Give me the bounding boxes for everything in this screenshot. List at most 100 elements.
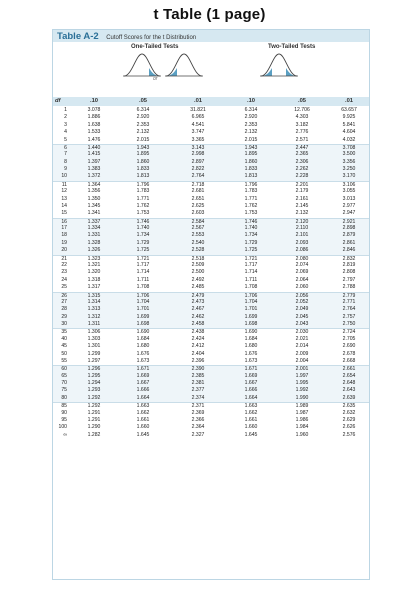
value-cell: 2.977: [342, 202, 356, 209]
header-two-tail-10: .10: [246, 98, 256, 104]
value-cell: 1.989: [295, 403, 309, 410]
value-cell: 31.821: [190, 107, 206, 113]
value-cell: 1.664: [244, 394, 258, 401]
value-cell: 2.064: [295, 276, 309, 283]
df-cell: 15: [61, 210, 67, 217]
table-row: 60 1.296 1.671 2.390 1.671 2.001 2.661: [53, 365, 369, 373]
value-cell: 2.661: [342, 366, 356, 373]
value-cell: 1.301: [87, 343, 101, 350]
value-cell: 1.663: [244, 403, 258, 410]
df-cell: 22: [61, 261, 67, 268]
value-cell: 1.297: [87, 357, 101, 364]
value-cell: 2.080: [295, 255, 309, 262]
value-cell: 2.632: [342, 409, 356, 416]
value-cell: 1.660: [136, 424, 150, 431]
value-cell: 1.698: [136, 321, 150, 328]
table-row: 1 3.078 6.314 31.821 6.314 12.706 63.657: [53, 107, 369, 114]
table-row: 35 1.306 1.690 2.438 1.690 2.030 2.724: [53, 328, 369, 335]
value-cell: 2.101: [295, 232, 309, 239]
value-cell: 3.013: [342, 195, 356, 202]
value-cell: 1.661: [136, 416, 150, 423]
table-row: 29 1.312 1.699 2.462 1.699 2.045 2.757: [53, 313, 369, 321]
value-cell: 3.182: [295, 121, 309, 128]
value-cell: 2.132: [136, 129, 150, 136]
table-row: 9 1.383 1.833 2.822 1.833 2.262 3.250: [53, 166, 369, 174]
value-cell: 1.294: [87, 380, 101, 387]
value-cell: 1.729: [244, 239, 258, 246]
value-cell: 2.371: [191, 403, 205, 410]
value-cell: 1.676: [136, 350, 150, 357]
value-cell: 1.943: [244, 144, 258, 151]
value-cell: 1.364: [87, 181, 101, 188]
value-cell: 1.293: [87, 387, 101, 394]
value-cell: 1.734: [244, 232, 258, 239]
value-cell: 2.771: [342, 298, 356, 305]
table-row: 20 1.326 1.725 2.528 1.725 2.086 2.846: [53, 247, 369, 255]
table-row: 19 1.328 1.729 2.540 1.729 2.093 2.861: [53, 239, 369, 248]
value-cell: 1.711: [136, 276, 150, 283]
header-one-tail-01: .01: [193, 98, 203, 104]
left-tail-distribution-icon: [165, 53, 203, 77]
value-cell: 1.753: [136, 210, 150, 217]
value-cell: 1.960: [295, 431, 309, 438]
value-cell: 1.317: [87, 284, 101, 291]
value-cell: 1.708: [136, 284, 150, 291]
df-cell: 70: [61, 380, 67, 387]
value-cell: 1.350: [87, 195, 101, 202]
value-cell: 1.661: [244, 416, 258, 423]
value-cell: 1.690: [244, 329, 258, 336]
value-cell: 1.706: [244, 292, 258, 299]
t-table: Table A-2 Cutoff Scores for the t Distri…: [52, 29, 370, 580]
table-row: 21 1.323 1.721 2.518 1.721 2.080 2.832: [53, 254, 369, 262]
table-row: 17 1.334 1.740 2.567 1.740 2.110 2.898: [53, 225, 369, 233]
df-cell: 26: [61, 292, 67, 299]
value-cell: 1.662: [244, 409, 258, 416]
value-cell: 1.746: [244, 218, 258, 225]
header-two-tail-01: .01: [344, 98, 354, 104]
value-cell: 1.645: [244, 431, 258, 438]
df-cell: 9: [64, 166, 67, 173]
value-cell: 1.326: [87, 247, 101, 254]
value-cell: 2.161: [295, 195, 309, 202]
df-cell: 16: [61, 218, 67, 225]
df-cell: 90: [61, 409, 67, 416]
df-cell: 65: [61, 372, 67, 379]
value-cell: 2.947: [342, 210, 356, 217]
value-cell: 2.571: [295, 136, 309, 143]
header-two-tail-05: .05: [297, 98, 307, 104]
table-row: 100 1.290 1.660 2.364 1.660 1.984 2.626: [53, 424, 369, 431]
value-cell: 1.671: [136, 366, 150, 373]
value-cell: 1.762: [136, 202, 150, 209]
df-cell: 35: [61, 329, 67, 336]
value-cell: 1.990: [295, 394, 309, 401]
value-cell: 2.179: [295, 188, 309, 195]
value-cell: 1.813: [244, 173, 258, 180]
value-cell: 2.366: [191, 416, 205, 423]
value-cell: 2.396: [191, 357, 205, 364]
value-cell: 1.753: [244, 210, 258, 217]
df-cell: 50: [61, 350, 67, 357]
value-cell: 2.757: [342, 313, 356, 320]
value-cell: 2.052: [295, 298, 309, 305]
table-row: 14 1.345 1.762 2.625 1.762 2.145 2.977: [53, 203, 369, 210]
value-cell: 2.819: [342, 261, 356, 268]
table-row: 3 1.638 2.353 4.541 2.353 3.182 5.841: [53, 122, 369, 129]
value-cell: 2.093: [295, 239, 309, 246]
value-cell: 3.747: [191, 129, 205, 136]
value-cell: 2.009: [295, 350, 309, 357]
value-cell: 1.290: [87, 424, 101, 431]
value-cell: 1.372: [87, 173, 101, 180]
df-cell: 80: [61, 394, 67, 401]
value-cell: 2.797: [342, 276, 356, 283]
table-row: 11 1.364 1.796 2.718 1.796 2.201 3.106: [53, 180, 369, 188]
table-row: 55 1.297 1.673 2.396 1.673 2.004 2.668: [53, 358, 369, 365]
value-cell: 1.282: [87, 431, 101, 438]
value-cell: 1.331: [87, 232, 101, 239]
table-row: 5 1.476 2.015 3.365 2.015 2.571 4.032: [53, 137, 369, 144]
table-row: 22 1.321 1.717 2.509 1.717 2.074 2.819: [53, 262, 369, 269]
value-cell: 2.390: [191, 366, 205, 373]
df-cell: 21: [61, 255, 67, 262]
df-cell: 12: [61, 188, 67, 195]
value-cell: 1.318: [87, 276, 101, 283]
value-cell: 1.833: [244, 166, 258, 173]
